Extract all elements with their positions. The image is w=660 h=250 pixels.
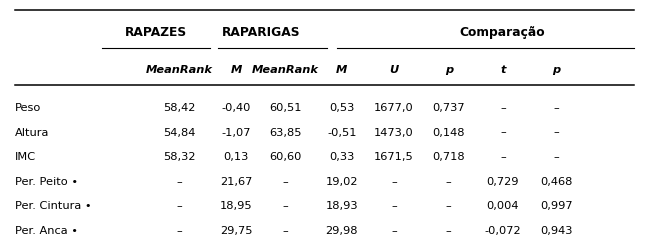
Text: 29,75: 29,75 (220, 225, 253, 235)
Text: Altura: Altura (15, 127, 49, 137)
Text: –: – (500, 127, 506, 137)
Text: 0,53: 0,53 (329, 102, 354, 113)
Text: –: – (282, 200, 288, 210)
Text: -0,072: -0,072 (484, 225, 521, 235)
Text: p: p (552, 65, 560, 75)
Text: –: – (554, 152, 559, 162)
Text: 0,33: 0,33 (329, 152, 354, 162)
Text: 0,737: 0,737 (432, 102, 465, 113)
Text: 21,67: 21,67 (220, 176, 253, 186)
Text: 18,95: 18,95 (220, 200, 253, 210)
Text: -0,40: -0,40 (222, 102, 251, 113)
Text: –: – (391, 225, 397, 235)
Text: Per. Peito •: Per. Peito • (15, 176, 78, 186)
Text: 54,84: 54,84 (163, 127, 196, 137)
Text: Peso: Peso (15, 102, 41, 113)
Text: 58,32: 58,32 (163, 152, 196, 162)
Text: –: – (446, 176, 451, 186)
Text: MeanRank: MeanRank (251, 65, 319, 75)
Text: –: – (391, 176, 397, 186)
Text: MeanRank: MeanRank (146, 65, 213, 75)
Text: 63,85: 63,85 (269, 127, 302, 137)
Text: U: U (389, 65, 399, 75)
Text: –: – (500, 152, 506, 162)
Text: Per. Cintura •: Per. Cintura • (15, 200, 91, 210)
Text: -0,51: -0,51 (327, 127, 356, 137)
Text: t: t (500, 65, 506, 75)
Text: 0,13: 0,13 (224, 152, 249, 162)
Text: 0,004: 0,004 (486, 200, 519, 210)
Text: 60,60: 60,60 (269, 152, 302, 162)
Text: –: – (446, 225, 451, 235)
Text: –: – (177, 176, 182, 186)
Text: p: p (445, 65, 453, 75)
Text: M: M (230, 65, 242, 75)
Text: 60,51: 60,51 (269, 102, 302, 113)
Text: –: – (177, 200, 182, 210)
Text: 1677,0: 1677,0 (374, 102, 414, 113)
Text: 0,468: 0,468 (540, 176, 573, 186)
Text: 0,148: 0,148 (432, 127, 465, 137)
Text: Per. Anca •: Per. Anca • (15, 225, 77, 235)
Text: 0,997: 0,997 (540, 200, 573, 210)
Text: Comparação: Comparação (459, 26, 545, 39)
Text: 1473,0: 1473,0 (374, 127, 414, 137)
Text: –: – (282, 225, 288, 235)
Text: M: M (336, 65, 348, 75)
Text: –: – (177, 225, 182, 235)
Text: 58,42: 58,42 (163, 102, 196, 113)
Text: RAPAZES: RAPAZES (125, 26, 187, 39)
Text: –: – (446, 200, 451, 210)
Text: –: – (500, 102, 506, 113)
Text: –: – (554, 102, 559, 113)
Text: 29,98: 29,98 (325, 225, 358, 235)
Text: RAPARIGAS: RAPARIGAS (222, 26, 300, 39)
Text: 19,02: 19,02 (325, 176, 358, 186)
Text: 18,93: 18,93 (325, 200, 358, 210)
Text: 0,943: 0,943 (540, 225, 573, 235)
Text: IMC: IMC (15, 152, 36, 162)
Text: 0,718: 0,718 (432, 152, 465, 162)
Text: –: – (391, 200, 397, 210)
Text: 0,729: 0,729 (486, 176, 519, 186)
Text: –: – (282, 176, 288, 186)
Text: 1671,5: 1671,5 (374, 152, 414, 162)
Text: –: – (554, 127, 559, 137)
Text: -1,07: -1,07 (222, 127, 251, 137)
